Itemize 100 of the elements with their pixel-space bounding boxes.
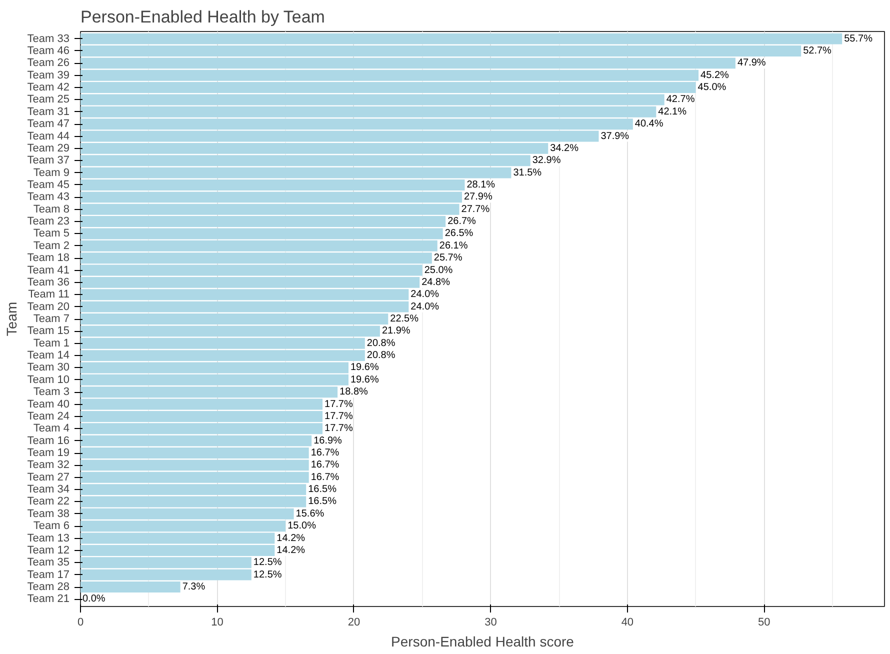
- data-label: 42.1%: [658, 106, 687, 118]
- data-label: 14.2%: [276, 532, 306, 544]
- data-label: 17.7%: [324, 398, 353, 410]
- data-label: 24.0%: [410, 289, 440, 300]
- data-label: 26.5%: [444, 228, 474, 240]
- x-tick-label: 0: [77, 616, 84, 628]
- data-label: 52.7%: [803, 45, 832, 56]
- y-tick-label: Team 20: [27, 300, 70, 313]
- y-tick-label: Team 16: [27, 434, 70, 447]
- y-tick-label: Team 17: [27, 568, 70, 581]
- y-tick-label: Team 33: [27, 32, 70, 45]
- y-tick-label: Team 42: [27, 82, 70, 94]
- x-axis-title: Person-Enabled Health score: [391, 634, 574, 650]
- y-tick-label: Team 21: [27, 593, 70, 606]
- y-tick-label: Team 28: [27, 581, 70, 594]
- y-tick-label: Team 30: [27, 362, 70, 374]
- y-tick-label: Team 8: [33, 203, 70, 216]
- y-tick-label: Team 27: [27, 471, 70, 484]
- x-tick-label: 50: [758, 616, 770, 628]
- data-label: 37.9%: [600, 130, 630, 142]
- data-label: 16.7%: [310, 472, 340, 483]
- data-label: 14.2%: [276, 544, 306, 556]
- data-label: 28.1%: [466, 179, 496, 190]
- data-label: 15.6%: [296, 508, 324, 520]
- y-tick-label: Team 18: [27, 252, 70, 264]
- data-label: 31.5%: [513, 167, 542, 178]
- x-tick-label: 10: [211, 616, 224, 628]
- y-tick-label: Team 31: [27, 106, 70, 118]
- chart-title: Person-Enabled Health by Team: [80, 8, 325, 26]
- y-tick-label: Team 7: [33, 313, 70, 325]
- y-tick-label: Team 22: [27, 496, 70, 508]
- data-label: 20.8%: [366, 338, 396, 349]
- y-tick-label: Team 3: [33, 386, 70, 398]
- y-tick-label: Team 13: [27, 532, 70, 544]
- y-tick-label: Team 29: [27, 142, 70, 154]
- y-tick-label: Team 1: [33, 337, 70, 350]
- data-label: 16.5%: [308, 496, 337, 508]
- data-label: 45.2%: [700, 70, 730, 81]
- y-tick-label: Team 6: [33, 520, 70, 532]
- data-label: 20.8%: [366, 350, 396, 362]
- data-label: 12.5%: [253, 569, 282, 580]
- data-label: 34.2%: [550, 142, 579, 154]
- data-label: 15.0%: [288, 520, 316, 532]
- data-label: 24.8%: [422, 276, 450, 288]
- y-tick-label: Team 34: [27, 484, 70, 496]
- data-label: 16.7%: [310, 460, 340, 471]
- data-label: 24.0%: [410, 301, 440, 312]
- data-label: 19.6%: [350, 374, 379, 386]
- x-tick-label: 40: [621, 616, 634, 628]
- y-tick-label: Team 43: [27, 191, 70, 204]
- data-label: 42.7%: [666, 94, 695, 106]
- y-tick-label: Team 35: [27, 556, 70, 569]
- data-label: 21.9%: [382, 326, 410, 337]
- data-label: 47.9%: [737, 58, 766, 69]
- y-tick-label: Team 23: [27, 216, 70, 228]
- data-label: 16.9%: [314, 435, 342, 446]
- x-tick-label: 30: [484, 616, 497, 628]
- y-tick-label: Team 15: [27, 325, 70, 338]
- y-tick-label: Team 47: [27, 118, 70, 130]
- y-tick-label: Team 46: [27, 44, 70, 57]
- y-tick-label: Team 14: [27, 350, 70, 362]
- y-tick-label: Team 11: [28, 288, 70, 301]
- data-label: 27.7%: [461, 204, 490, 215]
- data-label: 25.0%: [424, 264, 453, 276]
- data-label: 26.1%: [439, 240, 468, 252]
- x-tick-label: 20: [348, 616, 360, 628]
- data-label: 26.7%: [448, 216, 476, 228]
- data-label: 27.9%: [464, 192, 492, 203]
- y-tick-label: Team 38: [27, 508, 70, 520]
- data-label: 32.9%: [532, 155, 561, 166]
- y-tick-label: Team 37: [27, 154, 70, 167]
- y-tick-label: Team 41: [27, 264, 70, 276]
- data-label: 45.0%: [698, 82, 726, 94]
- data-label: 19.6%: [350, 362, 379, 374]
- data-label: 22.5%: [390, 314, 419, 324]
- y-tick-label: Team 9: [33, 166, 70, 179]
- y-axis-title: Team: [3, 302, 20, 336]
- y-tick-label: Team 45: [27, 178, 70, 191]
- y-tick-label: Team 26: [27, 57, 70, 70]
- y-tick-label: Team 4: [33, 422, 70, 435]
- data-label: 0.0%: [82, 594, 106, 605]
- y-tick-label: Team 32: [27, 459, 70, 472]
- y-tick-label: Team 40: [27, 398, 70, 410]
- y-tick-label: Team 24: [27, 410, 70, 422]
- data-label: 55.7%: [844, 33, 873, 44]
- data-label: 17.7%: [324, 423, 353, 434]
- data-label: 7.3%: [182, 582, 206, 593]
- y-tick-label: Team 2: [33, 240, 70, 252]
- data-label: 25.7%: [434, 252, 462, 264]
- y-tick-label: Team 39: [27, 69, 70, 82]
- y-tick-label: Team 5: [33, 228, 70, 240]
- data-label: 12.5%: [253, 557, 282, 568]
- data-label: 40.4%: [634, 118, 664, 130]
- y-tick-label: Team 10: [27, 374, 70, 386]
- data-label: 16.5%: [308, 484, 337, 496]
- data-label: 16.7%: [310, 448, 340, 459]
- data-label: 18.8%: [340, 386, 368, 398]
- y-tick-label: Team 44: [27, 130, 70, 142]
- y-tick-label: Team 25: [27, 94, 70, 106]
- data-label: 17.7%: [324, 410, 353, 422]
